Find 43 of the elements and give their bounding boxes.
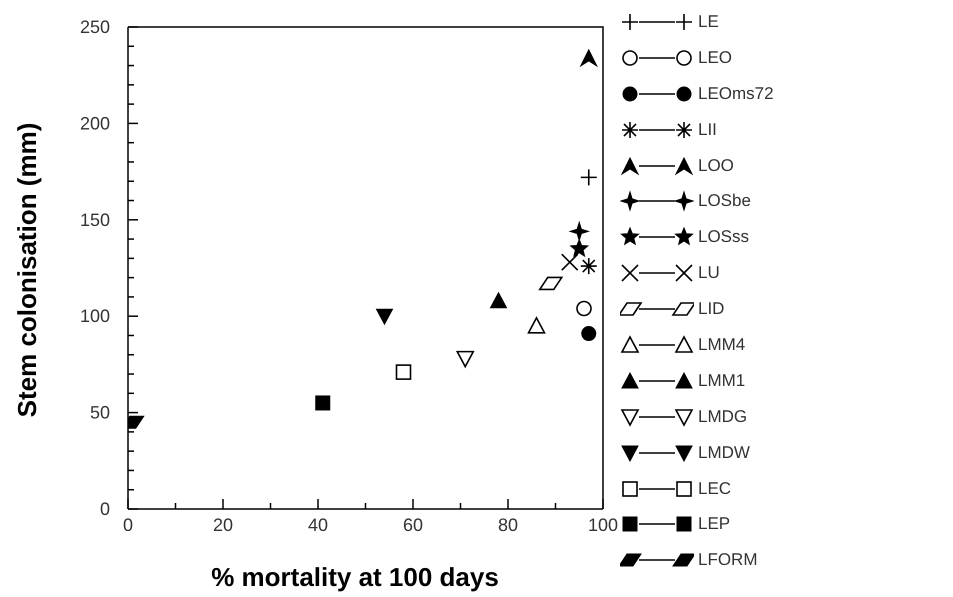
point <box>570 239 588 256</box>
legend-label: LID <box>698 299 724 320</box>
point <box>580 257 598 275</box>
y-tick-label: 100 <box>80 306 110 326</box>
point <box>490 292 507 308</box>
x-tick-label: 0 <box>122 515 134 535</box>
legend-label: LEP <box>698 514 730 534</box>
legend-label: LEOms72 <box>698 84 774 104</box>
legend-label: LMDW <box>698 442 750 463</box>
y-tick-label: 200 <box>80 113 110 134</box>
point <box>376 308 393 325</box>
point <box>396 364 412 380</box>
legend-label: LMM4 <box>698 334 746 355</box>
point <box>528 317 546 334</box>
point <box>580 49 598 66</box>
x-tick-label: 100 <box>588 515 618 535</box>
legend-label: LOSbe <box>698 191 751 212</box>
x-tick-label: 60 <box>402 515 424 535</box>
x-tick-label: 20 <box>212 515 234 535</box>
point <box>560 253 579 272</box>
point <box>581 326 596 342</box>
legend-label: LFORM <box>698 550 758 570</box>
x-axis-title: % mortality at 100 days <box>211 562 499 592</box>
legend-label: LII <box>698 120 717 140</box>
y-axis-title: Stem colonisation (mm) <box>12 122 42 418</box>
legend-label: LEC <box>698 478 732 499</box>
y-tick-label: 50 <box>90 402 110 423</box>
point <box>570 222 589 241</box>
legend-label: LU <box>698 263 720 284</box>
legend-label: LOSss <box>698 227 750 248</box>
y-tick-label: 250 <box>80 17 110 37</box>
legend-label: LEO <box>698 48 732 68</box>
point <box>456 350 474 368</box>
legend-label: LE <box>698 12 719 32</box>
legend-label: LMM1 <box>698 370 746 391</box>
x-tick-label: 40 <box>308 515 328 535</box>
x-tick-label: 80 <box>498 515 518 535</box>
y-tick-label: 0 <box>100 499 110 519</box>
legend-label: LOO <box>698 156 734 176</box>
point <box>576 300 592 316</box>
point <box>315 395 330 410</box>
y-tick-label: 150 <box>80 210 110 230</box>
legend-label: LMDG <box>698 406 748 427</box>
